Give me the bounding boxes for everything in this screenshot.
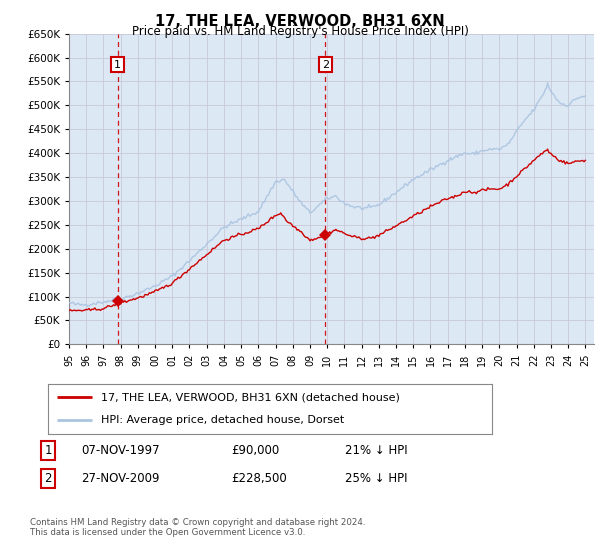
- Text: 25% ↓ HPI: 25% ↓ HPI: [345, 472, 407, 486]
- Text: 17, THE LEA, VERWOOD, BH31 6XN (detached house): 17, THE LEA, VERWOOD, BH31 6XN (detached…: [101, 392, 400, 402]
- Text: 2: 2: [322, 60, 329, 69]
- Text: 21% ↓ HPI: 21% ↓ HPI: [345, 444, 407, 458]
- Text: £228,500: £228,500: [231, 472, 287, 486]
- Text: Contains HM Land Registry data © Crown copyright and database right 2024.
This d: Contains HM Land Registry data © Crown c…: [30, 518, 365, 538]
- Text: £90,000: £90,000: [231, 444, 279, 458]
- Text: 1: 1: [114, 60, 121, 69]
- Text: 27-NOV-2009: 27-NOV-2009: [81, 472, 160, 486]
- Text: 17, THE LEA, VERWOOD, BH31 6XN: 17, THE LEA, VERWOOD, BH31 6XN: [155, 14, 445, 29]
- Text: 07-NOV-1997: 07-NOV-1997: [81, 444, 160, 458]
- Text: HPI: Average price, detached house, Dorset: HPI: Average price, detached house, Dors…: [101, 416, 344, 426]
- Text: Price paid vs. HM Land Registry's House Price Index (HPI): Price paid vs. HM Land Registry's House …: [131, 25, 469, 38]
- Text: 2: 2: [44, 472, 52, 486]
- Text: 1: 1: [44, 444, 52, 458]
